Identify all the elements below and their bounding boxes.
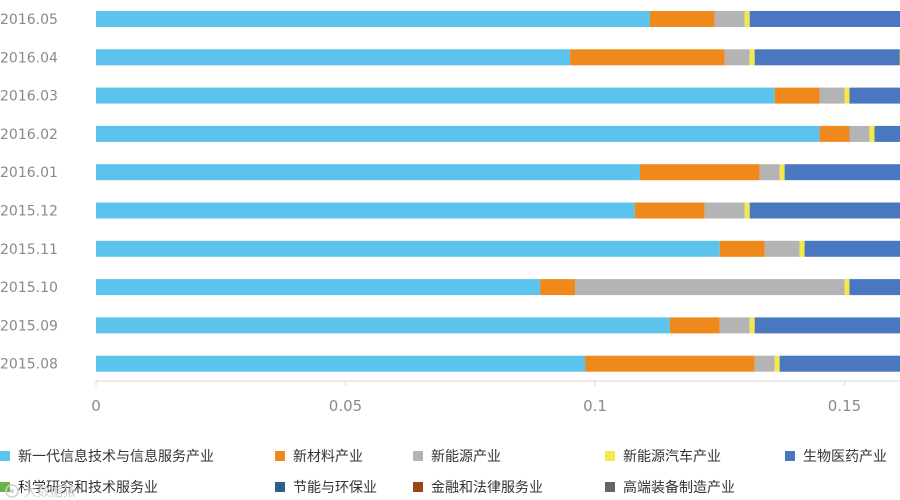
bar-segment [754,49,900,66]
bar-segment [540,279,576,296]
x-axis: 00.050.10.150.20.250.3 [91,380,900,415]
bar-segment [649,11,715,27]
bar-segment [96,87,775,104]
x-tick-label: 0 [91,397,101,415]
legend-label: 新能源产业 [431,449,501,465]
legend-swatch [0,451,10,461]
bar-segment [575,279,845,296]
watermark: 大数据猿 [5,484,76,500]
watermark-text: 大数据猿 [24,485,76,500]
legend-label: 新一代信息技术与信息服务产业 [18,448,214,465]
bar-segment [849,279,900,296]
bar-segment [744,11,750,27]
bar-segment [799,240,805,257]
bar-segment [96,11,650,27]
bars-group [96,11,900,372]
bar-segment [96,202,635,219]
bar-segment [96,317,670,334]
bar-segment [96,125,820,142]
legend: 新一代信息技术与信息服务产业 新材料产业 新能源产业 新能源汽车产业 生物医药产业科学研… [0,448,887,496]
legend-label: 节能与环保业 [293,480,377,496]
category-label: 2015.12 [0,204,58,220]
bar-segment [639,164,760,181]
bar-segment [844,87,850,104]
bar-segment [844,279,850,296]
bar-segment [869,125,875,142]
category-label: 2016.05 [0,12,58,28]
legend-label: 科学研究和技术服务业 [18,480,158,496]
category-label: 2016.04 [0,50,58,66]
bar-segment [779,164,785,181]
category-labels: 2016.05 2016.04 2016.03 2016.02 2016.01 2015.… [0,12,58,373]
bar-segment [849,125,870,142]
category-label: 2016.02 [0,127,58,143]
legend-label: 生物医药产业 [803,449,887,465]
category-label: 2016.01 [0,165,58,181]
bar-segment [669,317,720,334]
bar-segment [779,355,900,372]
bar-segment [96,49,571,66]
bar-segment [719,317,750,334]
legend-swatch [605,482,615,492]
bar-segment [759,164,780,181]
bar-segment [819,125,850,142]
category-label: 2015.09 [0,318,58,334]
legend-label: 金融和法律服务业 [431,480,543,496]
bar-segment [774,87,820,104]
bar-segment [874,125,900,142]
bar-segment [634,202,705,219]
watermark-logo-icon [5,484,19,498]
bar-segment [754,317,900,334]
category-label: 2015.10 [0,280,58,296]
bar-segment [749,49,755,66]
legend-swatch [605,451,615,461]
bar-segment [570,49,725,66]
bar-segment [96,279,541,296]
bar-segment [714,11,745,27]
legend-label: 新能源汽车产业 [623,448,721,465]
bar-segment [819,87,845,104]
bar-segment [754,355,775,372]
bar-segment [96,240,720,257]
x-tick-label: 0.15 [828,397,861,415]
bar-segment [704,202,745,219]
bar-segment [784,164,900,181]
category-label: 2015.11 [0,242,58,258]
bar-segment [774,355,780,372]
x-tick-label: 0.05 [329,397,362,415]
legend-swatch [413,482,423,492]
bar-segment [749,317,755,334]
bar-segment [749,11,900,27]
legend-label: 新材料产业 [293,449,363,465]
x-tick-label: 0.1 [583,397,607,415]
legend-label: 高端装备制造产业 [623,479,735,496]
legend-swatch [785,451,795,461]
legend-swatch [413,451,423,461]
bar-segment [804,240,900,257]
bar-segment [849,87,900,104]
bar-segment [749,202,900,219]
category-label: 2016.03 [0,89,58,105]
legend-swatch [275,482,285,492]
legend-swatch [0,482,10,492]
category-label: 2015.08 [0,357,58,373]
bar-segment [96,355,586,372]
bar-segment [764,240,800,257]
legend-swatch [275,451,285,461]
bar-segment [96,164,640,181]
bar-segment [719,240,765,257]
bar-segment [744,202,750,219]
bar-segment [724,49,750,66]
bar-segment [585,355,755,372]
